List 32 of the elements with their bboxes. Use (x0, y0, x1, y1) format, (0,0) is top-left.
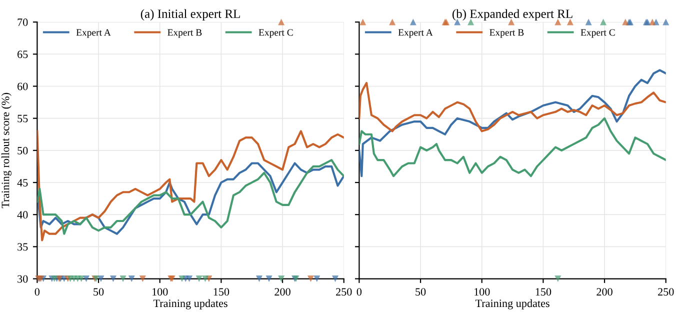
x-tick-label: 150 (536, 288, 552, 296)
y-tick-label: 45 (17, 179, 28, 186)
x-tick-label: 250 (336, 288, 352, 296)
x-tick-label: 150 (214, 288, 230, 296)
legend-label: Expert B (168, 29, 202, 38)
chart-title: (a) Initial expert RL (140, 9, 240, 21)
y-tick-label: 55 (18, 114, 28, 122)
x-tick-label: 250 (658, 288, 674, 296)
y-axis-title: Training rollout score (%) (1, 92, 12, 208)
y-tick-label: 30 (18, 275, 28, 283)
legend-label: Expert B (490, 29, 524, 38)
legend-label: Expert A (76, 29, 111, 38)
legend-label: Expert C (580, 29, 615, 38)
x-tick-label: 0 (34, 288, 40, 296)
y-tick-label: 50 (18, 146, 28, 154)
x-axis-title: Training updates (153, 299, 228, 310)
x-tick-label: 200 (596, 288, 612, 296)
x-tick-label: 100 (474, 288, 490, 296)
y-tick-label: 40 (17, 211, 28, 219)
chart-title: (b) Expanded expert RL (452, 9, 572, 21)
legend-label: Expert A (398, 29, 433, 38)
x-tick-label: 50 (94, 288, 104, 296)
y-tick-label: 70 (18, 18, 28, 26)
legend-label: Expert C (258, 29, 293, 38)
x-tick-label: 50 (416, 288, 426, 296)
x-tick-label: 0 (356, 288, 362, 296)
y-tick-label: 65 (18, 50, 28, 58)
x-tick-label: 200 (274, 288, 290, 296)
y-tick-label: 35 (18, 243, 28, 251)
y-tick-label: 60 (18, 82, 28, 90)
x-tick-label: 100 (152, 288, 168, 296)
x-axis-title: Training updates (475, 299, 550, 310)
